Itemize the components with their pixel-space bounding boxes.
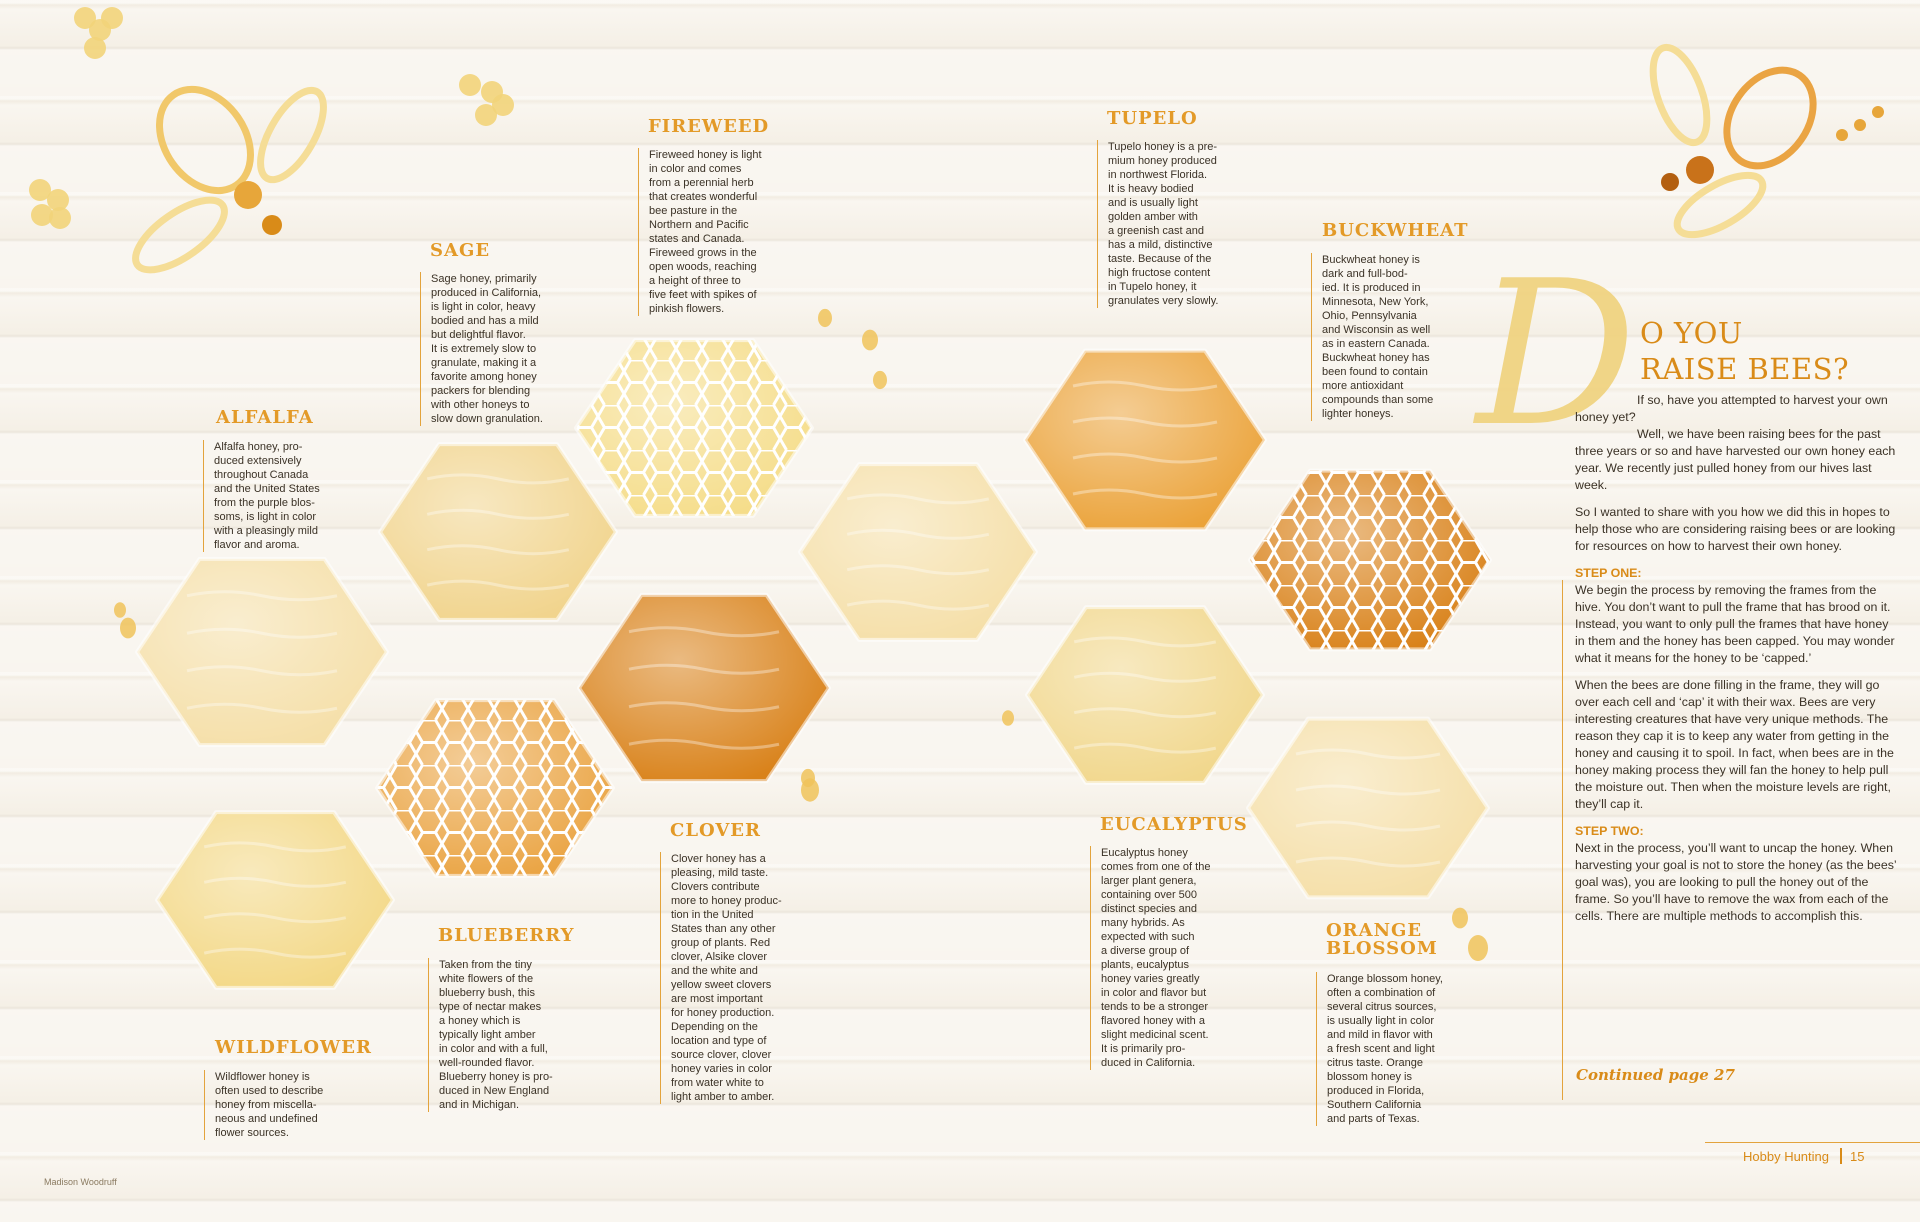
article-paragraph: So I wanted to share with you how we did… — [1575, 505, 1896, 553]
drop-cap: D — [1476, 238, 1637, 471]
honey-drop-icon — [1452, 907, 1468, 929]
honey-dot-icon — [84, 37, 106, 59]
article-title: O YOU RAISE BEES? — [1640, 315, 1849, 387]
bee-head-icon — [234, 181, 262, 209]
honey-label-blueberry: BLUEBERRY — [438, 925, 575, 946]
bee-wing-icon — [1649, 43, 1711, 147]
sage-hex — [378, 442, 618, 622]
honey-dot-icon — [1854, 119, 1866, 131]
article-paragraph: Well, we have been raising bees for the … — [1575, 427, 1896, 492]
honey-desc-alfalfa: Alfalfa honey, pro- duced extensively th… — [203, 440, 349, 552]
honey-dot-icon — [47, 189, 69, 211]
honey-drop-icon — [818, 308, 832, 328]
honey-dot-icon — [29, 179, 51, 201]
article-paragraph: If so, have you attempted to harvest you… — [1575, 393, 1888, 424]
honey-label-tupelo: TUPELO — [1107, 108, 1198, 129]
bee-wing-icon — [132, 196, 228, 274]
tupelo-hex — [1023, 348, 1267, 532]
honey-desc-buckwheat: Buckwheat honey is dark and full-bod- ie… — [1311, 253, 1457, 421]
footer-separator — [1840, 1148, 1842, 1164]
bee-head-icon — [262, 215, 282, 235]
honey-drop-icon — [1002, 710, 1014, 726]
step-two-heading: STEP TWO: — [1575, 824, 1644, 838]
bee-head-icon — [1661, 173, 1679, 191]
clover-hex — [577, 592, 831, 784]
honey-drop-icon — [873, 370, 887, 390]
honey-desc-sage: Sage honey, primarily produced in Califo… — [420, 272, 571, 426]
alfalfa-hex — [135, 556, 389, 748]
honey-dot-icon — [459, 74, 481, 96]
eucalyptus-hex — [1025, 605, 1265, 785]
footer-section-name: Hobby Hunting — [1743, 1149, 1829, 1164]
title-line-2: RAISE BEES? — [1640, 352, 1850, 386]
page-number: 15 — [1850, 1149, 1865, 1164]
honey-label-eucalyptus: EUCALYPTUS — [1100, 814, 1248, 835]
wildflower-hex — [155, 810, 395, 990]
title-line-1: O YOU — [1640, 316, 1743, 350]
bee-wing-icon — [257, 86, 327, 184]
honey-drop-icon — [862, 329, 878, 351]
author-credit: Madison Woodruff — [44, 1177, 117, 1187]
article-paragraph: We begin the process by removing the fra… — [1575, 583, 1895, 665]
step-one-heading: STEP ONE: — [1575, 566, 1642, 580]
orange-blossom-hex — [1246, 716, 1490, 900]
honey-desc-eucalyptus: Eucalyptus honey comes from one of the l… — [1090, 846, 1241, 1070]
honey-dot-icon — [492, 94, 514, 116]
honey-dot-icon — [475, 104, 497, 126]
blueberry-hex — [375, 698, 615, 878]
honey-desc-orange-blossom: Orange blossom honey, often a combinatio… — [1316, 972, 1462, 1126]
bee-body-icon — [156, 85, 254, 195]
page-footer: Hobby Hunting 15 — [1705, 1142, 1920, 1164]
honey-dot-icon — [1836, 129, 1848, 141]
continued-link[interactable]: Continued page 27 — [1576, 1066, 1735, 1084]
article-body: If so, have you attempted to harvest you… — [1575, 392, 1897, 935]
honey-desc-tupelo: Tupelo honey is a pre- mium honey produc… — [1097, 140, 1243, 308]
honey-label-alfalfa: ALFALFA — [216, 407, 314, 428]
honey-label-wildflower: WILDFLOWER — [215, 1037, 372, 1058]
honey-desc-wildflower: Wildflower honey is often used to descri… — [204, 1070, 350, 1140]
honey-label-clover: CLOVER — [670, 820, 761, 841]
honey-drop-icon — [114, 602, 126, 618]
honey-desc-clover: Clover honey has a pleasing, mild taste.… — [660, 852, 801, 1104]
honey-drop-icon — [801, 768, 815, 788]
honey-dot-icon — [101, 7, 123, 29]
honey-dot-icon — [31, 204, 53, 226]
bee-wing-icon — [1673, 171, 1767, 239]
honey-desc-fireweed: Fireweed honey is light in color and com… — [638, 148, 789, 316]
honey-label-fireweed: FIREWEED — [648, 116, 770, 137]
honey-dot-icon — [49, 207, 71, 229]
buckwheat-hex — [1248, 468, 1492, 652]
honey-desc-blueberry: Taken from the tiny white flowers of the… — [428, 958, 579, 1112]
honey-drop-icon — [120, 617, 136, 639]
honey-label-orange-blossom: ORANGE BLOSSOM — [1326, 920, 1438, 959]
article-paragraph: When the bees are done filling in the fr… — [1575, 678, 1894, 811]
honey-label-sage: SAGE — [430, 240, 491, 261]
pale-hex — [798, 462, 1038, 642]
honey-drop-icon — [1468, 935, 1488, 961]
article-divider — [1562, 580, 1563, 1100]
bee-body-icon — [1723, 66, 1817, 170]
bee-head-icon — [1686, 156, 1714, 184]
honey-label-buckwheat: BUCKWHEAT — [1322, 220, 1469, 241]
fireweed-hex — [574, 338, 814, 518]
article-paragraph: Next in the process, you’ll want to unca… — [1575, 841, 1897, 923]
honey-dot-icon — [1872, 106, 1884, 118]
honey-dot-icon — [74, 7, 96, 29]
